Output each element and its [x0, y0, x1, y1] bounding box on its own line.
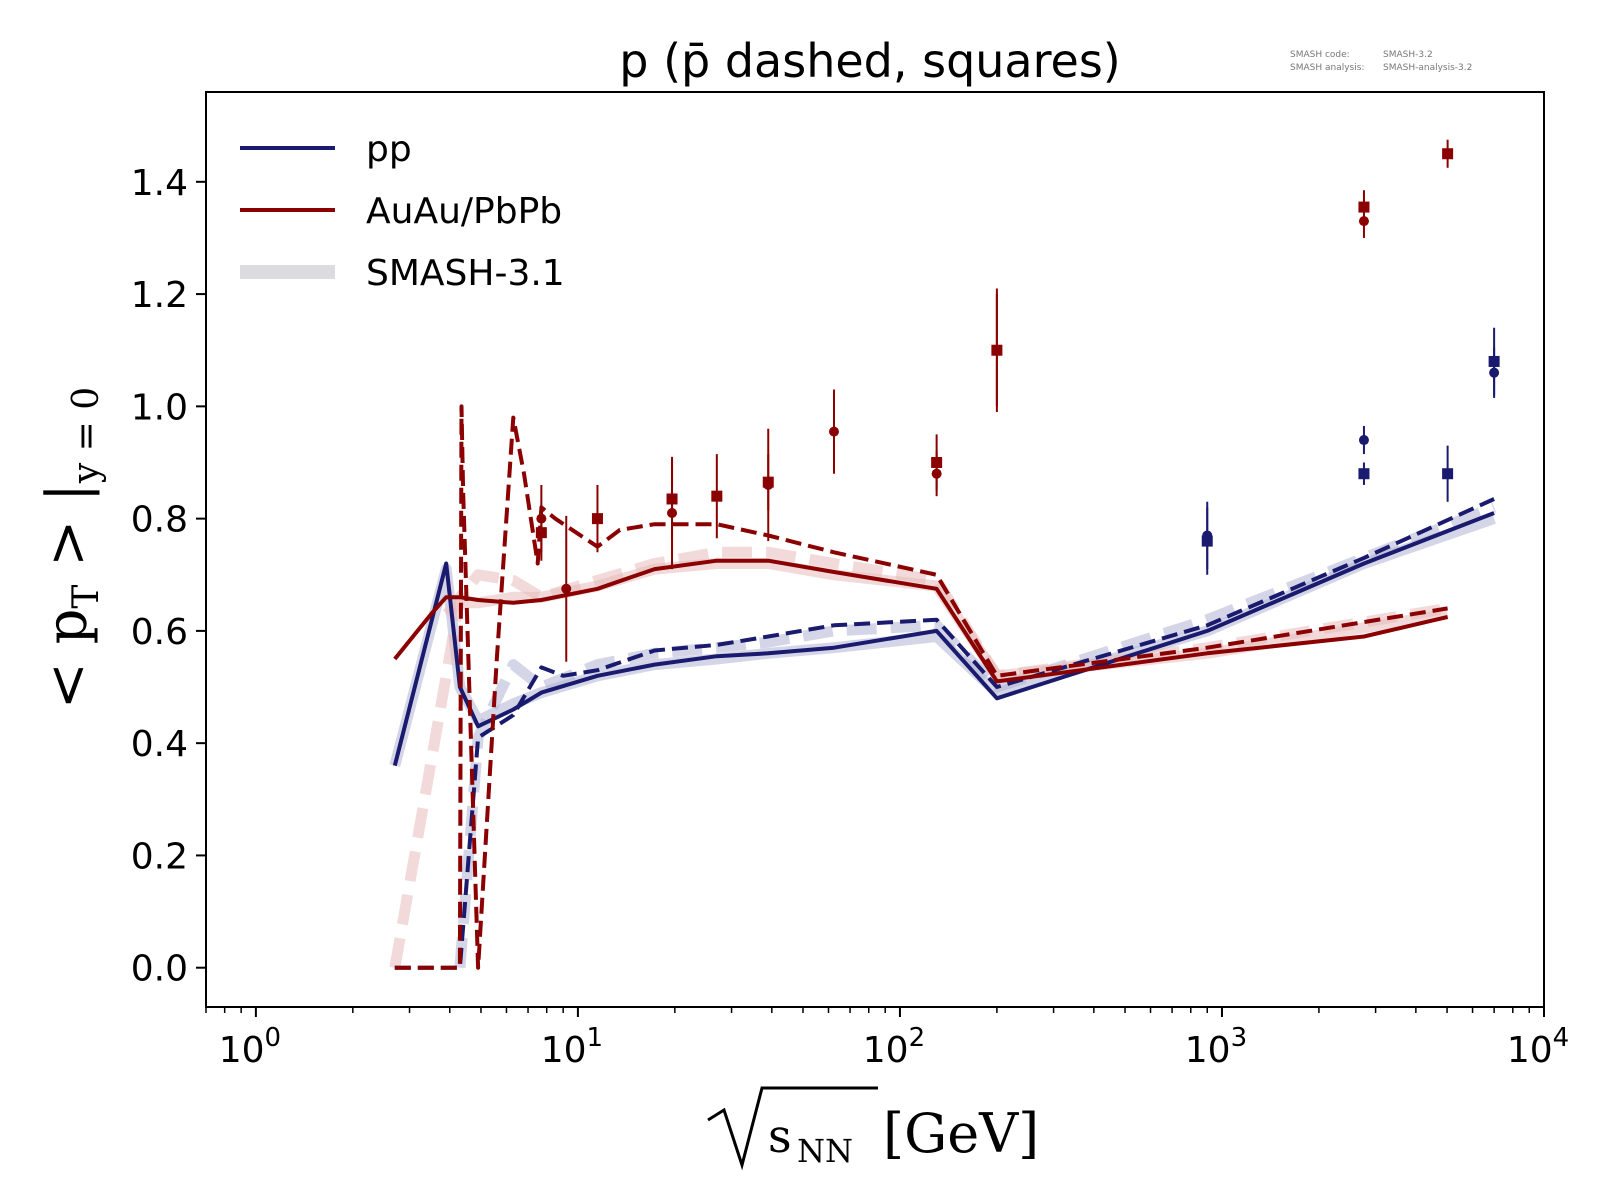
y-tick-label-4: 0.8: [131, 500, 188, 541]
legend-label: AuAu/PbPb: [366, 191, 562, 232]
x-axis-label-s: s: [768, 1109, 792, 1163]
y-axis-label-sub-t: T: [66, 585, 107, 609]
data-point-auau-pbpb-p-1: [561, 515, 572, 662]
y-tick-label-1: 0.2: [131, 836, 188, 877]
y-axis-label-mid: > |: [35, 483, 100, 584]
data-point-auau-pbpb-p-4: [828, 389, 839, 474]
data-point-auau-pbpb-pbar-8: [535, 504, 547, 561]
plot-frame: [205, 91, 1545, 1008]
x-tick-label-3: 103: [1185, 1023, 1247, 1071]
x-tick-label-2: 102: [863, 1023, 925, 1071]
x-tick-label-0: 100: [219, 1023, 281, 1071]
watermark-code-key: SMASH code:: [1290, 50, 1350, 60]
watermark-analysis-value: SMASH-analysis-3.2: [1383, 63, 1472, 73]
chart-title: p (p̄ dashed, squares): [619, 34, 1120, 88]
legend-label: SMASH-3.1: [366, 253, 565, 294]
data-point-auau-pbpb-pbar-15: [1358, 190, 1370, 224]
marker-square: [711, 490, 723, 502]
legend-label: pp: [366, 129, 412, 170]
y-axis-label-sub-y: y = 0: [66, 387, 107, 484]
series-layer: [389, 404, 1497, 970]
data-point-pp-pbar-20: [1201, 507, 1213, 575]
x-axis-label: s NN [GeV]: [707, 1086, 1039, 1171]
y-tick-label-7: 1.4: [131, 163, 188, 204]
data-point-auau-pbpb-pbar-12: [762, 454, 774, 511]
marker-square: [1201, 535, 1213, 547]
x-axis-label-unit: [GeV]: [883, 1102, 1039, 1165]
legend: pp AuAu/PbPb SMASH-3.1: [240, 129, 565, 294]
marker-circle: [1358, 435, 1369, 446]
marker-square: [1488, 355, 1500, 367]
legend-entry-2: SMASH-3.1: [240, 253, 565, 294]
y-tick-label-3: 0.6: [131, 612, 188, 653]
y-tick-label-0: 0.0: [131, 949, 188, 990]
data-point-auau-pbpb-pbar-9: [591, 484, 603, 553]
marker-square: [591, 513, 603, 525]
smash31-band-3: [389, 546, 1449, 969]
data-point-pp-pbar-21: [1358, 462, 1370, 485]
watermark-code-value: SMASH-3.2: [1383, 50, 1433, 60]
data-point-pp-p-18: [1358, 426, 1369, 455]
y-axis-label-main: < p: [35, 609, 100, 710]
sqrt-sign: [707, 1086, 878, 1171]
marker-circle: [828, 426, 839, 437]
series-line-6: [393, 558, 1449, 684]
data-point-pp-pbar-23: [1488, 327, 1500, 396]
x-axis: 100 101 102 103 104: [205, 1007, 1569, 1071]
y-axis-label: < pT > |y = 0: [35, 387, 107, 709]
data-point-auau-pbpb-pbar-14: [991, 294, 1003, 407]
x-tick-label-4: 104: [1507, 1023, 1569, 1071]
y-tick-label-2: 0.4: [131, 724, 188, 765]
y-axis: 0.0 0.2 0.4 0.6 0.8 1.0 1.2 1.4: [131, 163, 206, 990]
data-point-pp-pbar-22: [1442, 445, 1454, 502]
data-point-auau-pbpb-pbar-13: [931, 434, 943, 491]
y-tick-label-6: 1.2: [131, 275, 188, 316]
data-point-auau-pbpb-pbar-10: [666, 459, 678, 539]
svg-text:< pT > |y = 0: < pT > |y = 0: [35, 387, 107, 709]
x-axis-label-nn: NN: [797, 1132, 853, 1170]
x-tick-label-1: 101: [541, 1023, 603, 1071]
marker-square: [931, 456, 943, 468]
legend-entry-0: pp: [240, 129, 412, 170]
watermark-analysis-key: SMASH analysis:: [1290, 63, 1364, 73]
data-point-auau-pbpb-pbar-16: [1442, 139, 1454, 168]
marker-square: [1442, 468, 1454, 480]
marker-square: [666, 493, 678, 505]
version-watermark: SMASH code: SMASH-3.2 SMASH analysis: SM…: [1290, 50, 1472, 73]
data-points-layer: [535, 139, 1500, 662]
marker-square: [1358, 201, 1370, 213]
marker-square: [535, 527, 547, 539]
data-point-auau-pbpb-pbar-11: [711, 454, 723, 539]
marker-square: [991, 344, 1003, 356]
smash31-band-1: [454, 502, 1497, 969]
series-line-7: [394, 404, 1448, 970]
marker-square: [1442, 148, 1454, 160]
series-line-5: [394, 497, 1495, 970]
marker-square: [762, 476, 774, 488]
y-tick-label-5: 1.0: [131, 387, 188, 428]
legend-entry-1: AuAu/PbPb: [240, 191, 562, 232]
marker-circle: [561, 583, 572, 594]
marker-square: [1358, 468, 1370, 480]
